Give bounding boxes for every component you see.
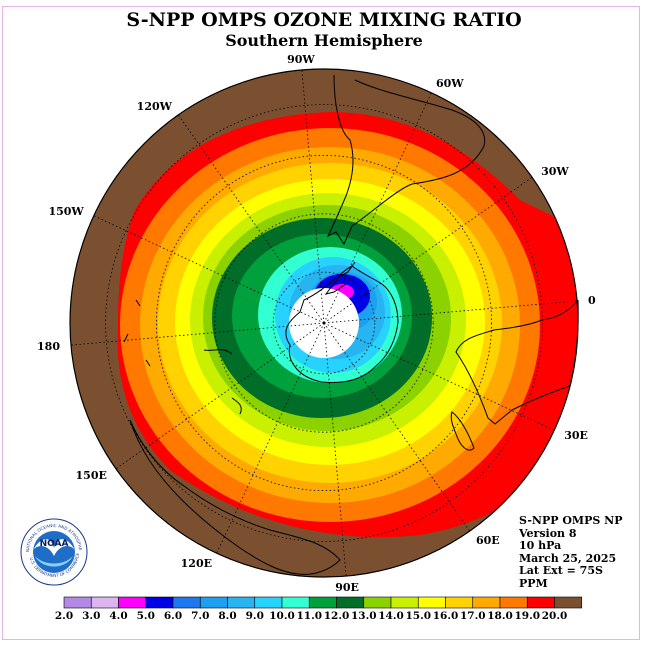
logo-text: NOAA: [40, 539, 69, 549]
longitude-label: 60W: [436, 77, 464, 90]
longitude-label: 0: [588, 294, 596, 307]
latitude-circle: [272, 271, 376, 375]
coast-madagascar: [450, 411, 475, 451]
longitude-labels: 90W 60W 30W 0 30E 60E 90E 120E 150E 180 150W 120W: [37, 53, 596, 594]
latitude-circle: [214, 213, 434, 433]
longitude-label: 90W: [287, 53, 315, 66]
longitude-label: 60E: [476, 534, 500, 547]
longitude-label: 90E: [335, 581, 359, 594]
latitude-circle: [105, 104, 543, 542]
product-info: S-NPP OMPS NP Version 8 10 hPa March 25,…: [519, 514, 623, 591]
info-units: PPM: [519, 576, 548, 590]
seagull-icon: [33, 539, 75, 556]
longitude-label: 150E: [76, 469, 107, 482]
map-subtitle: Southern Hemisphere: [225, 31, 423, 50]
longitude-label: 150W: [48, 205, 84, 218]
noaa-logo: NATIONAL OCEANIC AND ATMOSPHERIC ADMINIS…: [20, 518, 88, 586]
info-version: Version 8: [519, 526, 577, 540]
info-date: March 25, 2025: [519, 551, 617, 565]
map-title: S-NPP OMPS OZONE MIXING RATIO: [126, 9, 522, 31]
latitude-circle: [155, 154, 493, 492]
coast-australia: [129, 419, 341, 575]
longitude-label: 180: [37, 340, 60, 353]
graticule: [70, 69, 578, 577]
longitude-label: 30W: [541, 165, 569, 178]
info-lat-ext: Lat Ext = 75S: [519, 564, 603, 578]
map-border: [69, 68, 579, 578]
info-level: 10 hPa: [519, 539, 562, 553]
longitude-label: 30E: [564, 429, 588, 442]
coast-new-zealand: [203, 349, 242, 415]
plot-frame: [2, 6, 640, 640]
coast-antarctica: [285, 265, 399, 383]
wave-icon: [35, 556, 73, 567]
coastlines: [123, 74, 579, 575]
coast-south-america: [326, 74, 486, 246]
info-product: S-NPP OMPS NP: [519, 514, 623, 527]
longitude-label: 120E: [181, 557, 212, 570]
pole-marker: [322, 321, 326, 325]
longitude-label: 120W: [137, 100, 173, 113]
